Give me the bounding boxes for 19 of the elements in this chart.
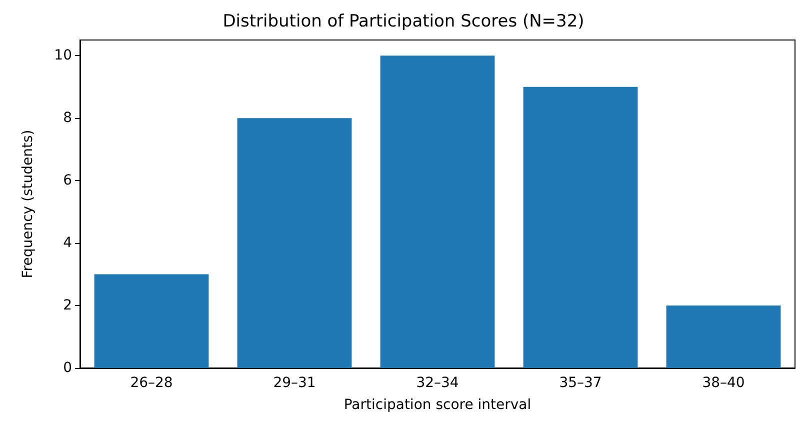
bar: [380, 56, 495, 368]
bar: [523, 86, 638, 368]
x-tick-label: 35–37: [559, 375, 602, 391]
y-tick-label: 2: [63, 298, 72, 314]
y-tick-label: 4: [63, 235, 72, 252]
x-tick-label: 29–31: [273, 375, 316, 391]
x-tick-label: 32–34: [416, 375, 459, 391]
y-tick-label: 8: [63, 110, 72, 126]
y-tick-label: 0: [63, 360, 72, 376]
x-tick-label: 38–40: [702, 375, 745, 391]
y-tick-label: 6: [63, 172, 72, 189]
bar: [94, 274, 209, 368]
y-tick-label: 10: [54, 48, 72, 64]
x-tick-label: 26–28: [130, 375, 173, 391]
y-axis-title: Frequency (students): [20, 130, 36, 278]
bar: [237, 118, 352, 368]
chart-title: Distribution of Participation Scores (N=32): [222, 12, 584, 32]
bar: [666, 306, 781, 368]
x-axis-title: Participation score interval: [344, 397, 532, 413]
